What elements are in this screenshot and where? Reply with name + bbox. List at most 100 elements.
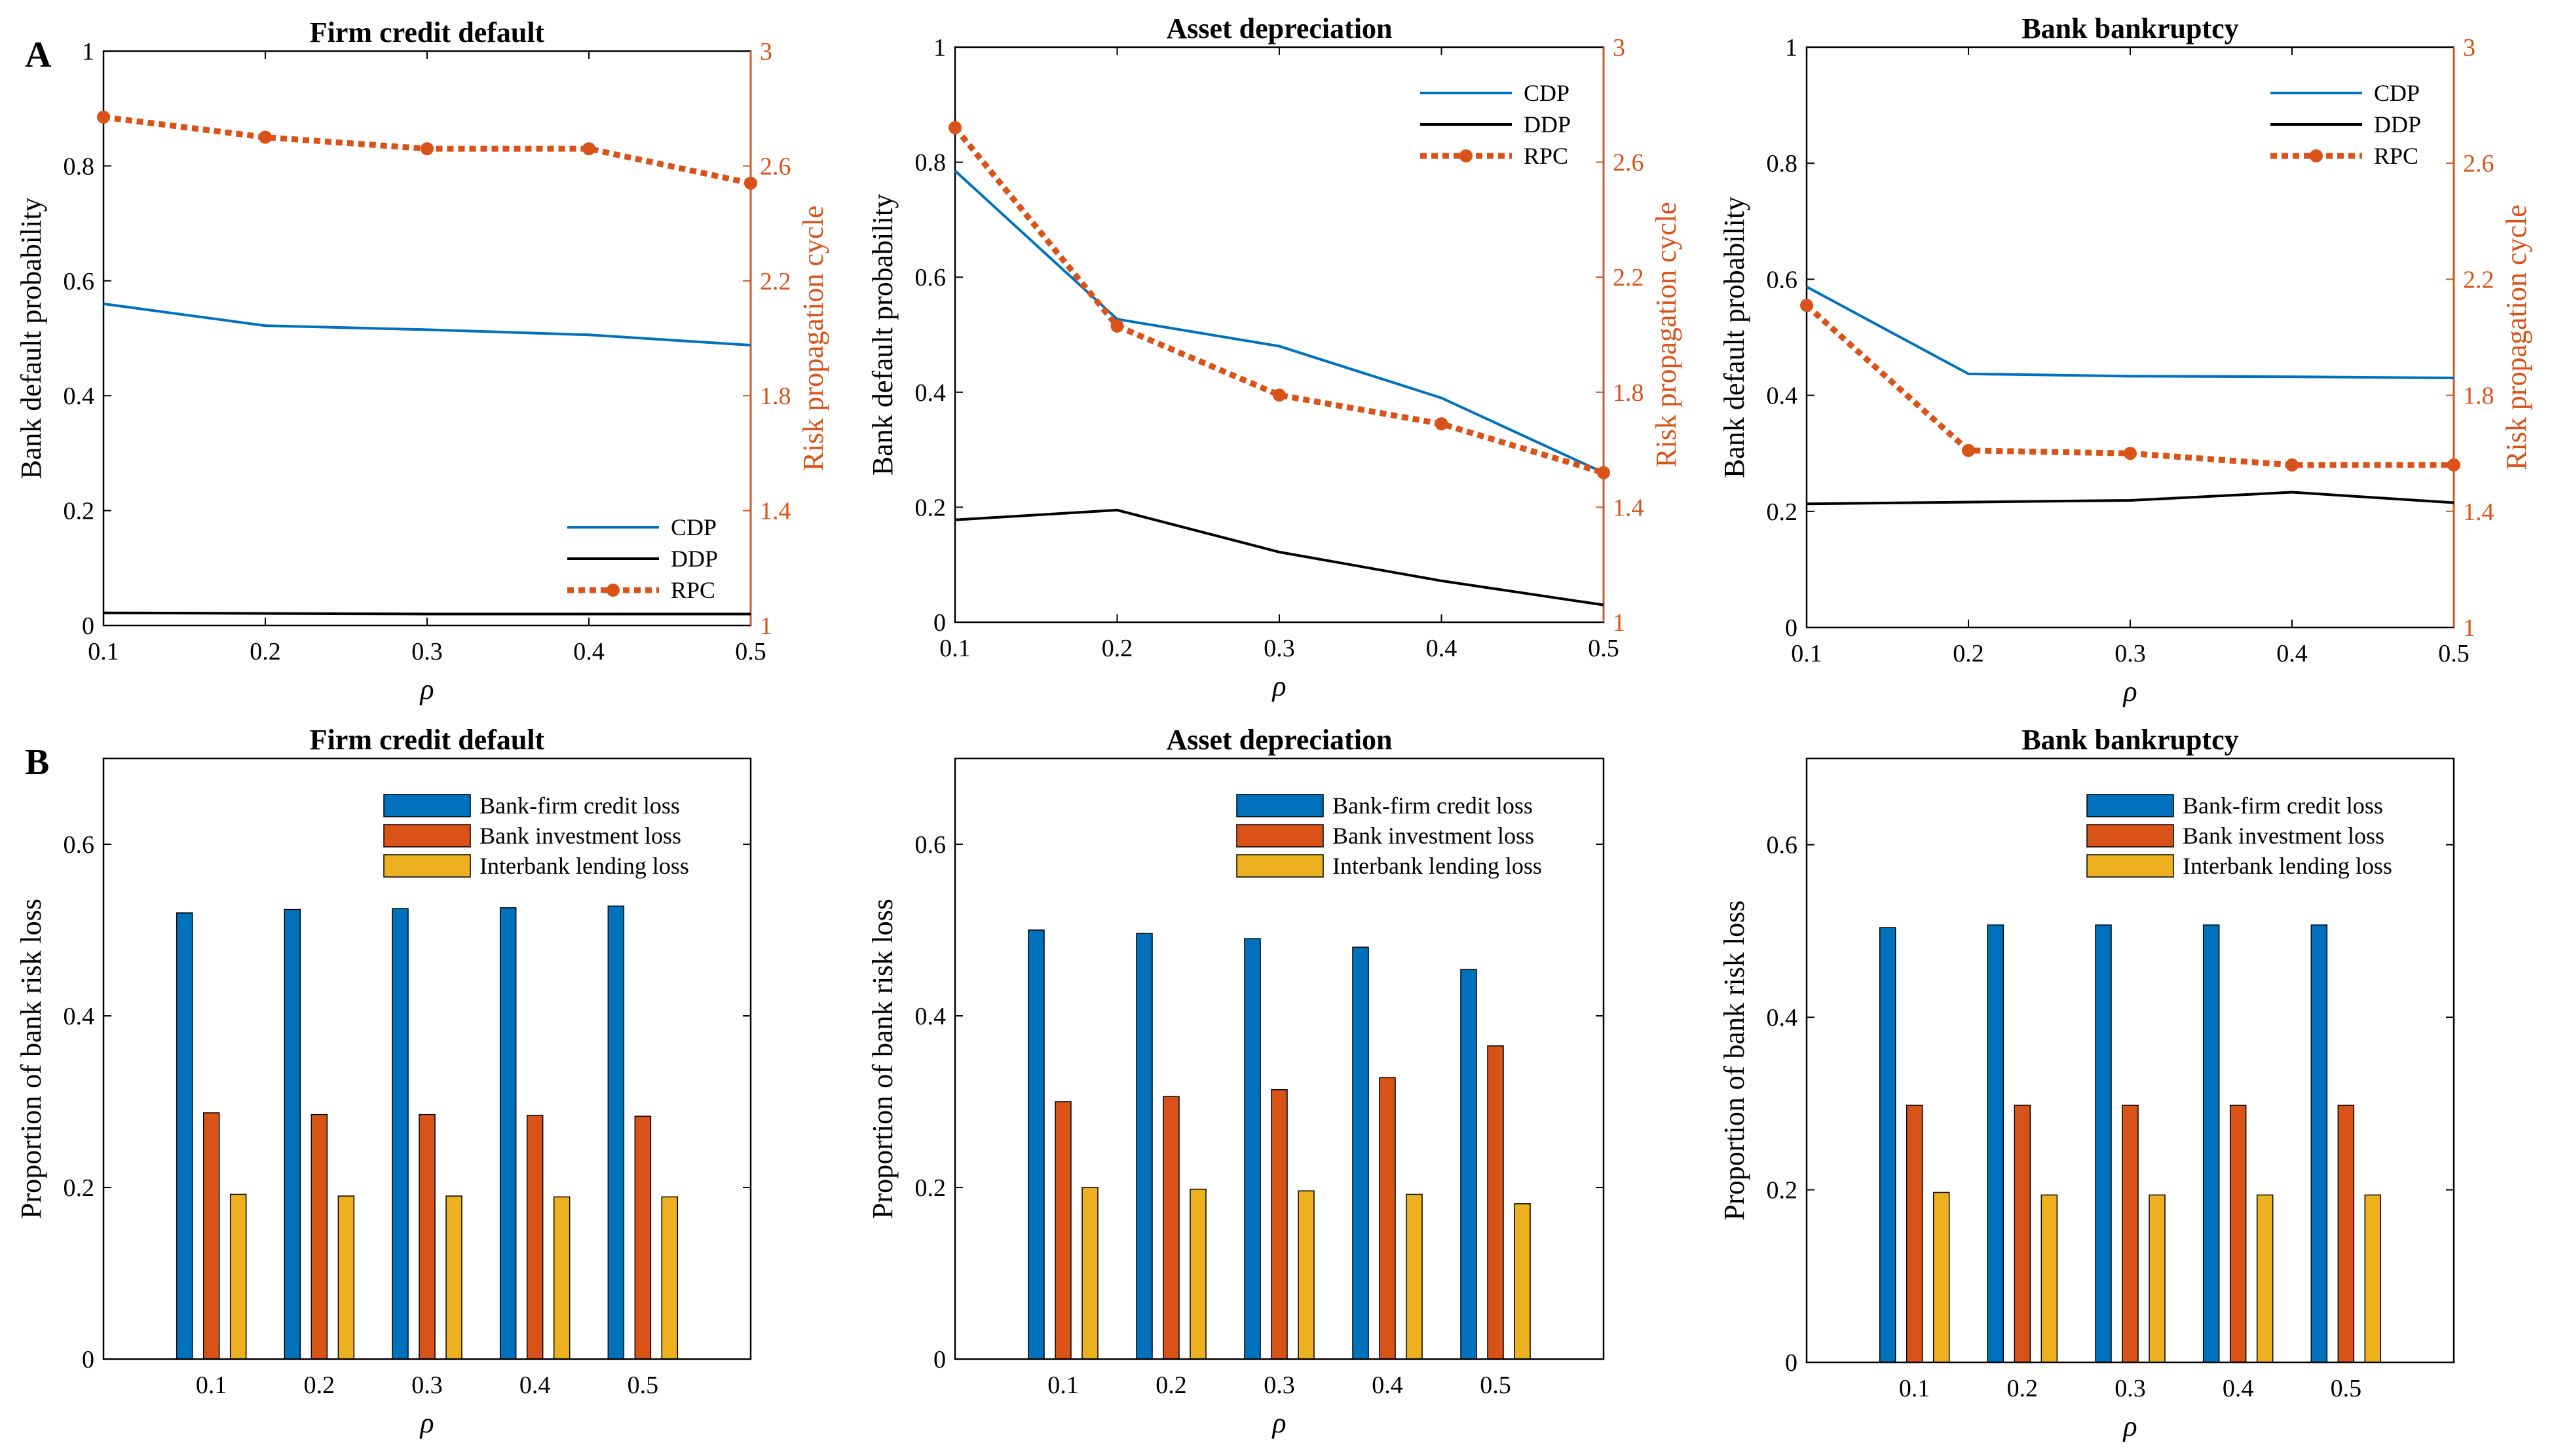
bar-chart-4-bar-bank-firm-credit-loss [607, 905, 625, 1360]
line-chart-2-ytick-label: 1 [933, 34, 946, 62]
line-chart-1-point-rpc [744, 176, 757, 190]
bar-chart-6-ytick-label: 0.4 [1767, 1004, 1798, 1032]
line-chart-2-legend-label-ddp: DDP [1524, 111, 1571, 138]
line-chart-3-y2tick-label: 1 [2463, 614, 2475, 642]
line-chart-3-point-rpc [1800, 299, 1813, 312]
bar-chart-4-bar-bank-investment-loss [310, 1113, 328, 1360]
line-chart-1-ytick-label: 0.8 [64, 153, 95, 180]
bar-chart-6-bar-bank-firm-credit-loss [2202, 924, 2220, 1363]
line-chart-2-plot-frame [954, 46, 1605, 624]
line-chart-1-legend-label-cdp: CDP [671, 514, 717, 540]
line-chart-3-ytick-label: 0.6 [1767, 266, 1798, 293]
bar-chart-4-xtick-label: 0.5 [628, 1372, 659, 1399]
bar-chart-5-legend-swatch-bank-investment-loss [1236, 824, 1324, 848]
bar-chart-5-bar-interbank-lending-loss [1190, 1188, 1207, 1360]
bar-chart-4-legend-swatch-interbank-lending-loss [383, 854, 471, 878]
line-chart-1-ytick-label: 0 [82, 612, 94, 640]
line-chart-3-y2tick-label: 3 [2463, 34, 2475, 62]
line-chart-3-y2tick-label: 1.4 [2463, 498, 2494, 526]
line-chart-2-legend-marker-rpc [1459, 149, 1473, 162]
bar-chart-5-xtick-label: 0.3 [1264, 1372, 1295, 1399]
bar-chart-4-title: Firm credit default [310, 724, 545, 756]
line-chart-1-y2tick-label: 2.2 [760, 268, 791, 295]
bar-chart-4-plot-frame [102, 757, 752, 1360]
bar-chart-4-bar-bank-investment-loss [202, 1112, 220, 1360]
line-chart-3-series-rpc [1804, 303, 2454, 468]
bar-chart-6-title: Bank bankruptcy [2021, 724, 2238, 756]
bar-chart-5-ytick-label: 0.4 [915, 1003, 947, 1030]
bar-chart-5-xtick-label: 0.2 [1156, 1372, 1187, 1399]
line-chart-3-legend-label-cdp: CDP [2374, 80, 2420, 106]
bar-chart-4-bar-interbank-lending-loss [337, 1195, 355, 1360]
line-chart-1-title: Firm credit default [310, 16, 545, 48]
bar-chart-4-bar-interbank-lending-loss [229, 1193, 247, 1360]
bar-chart-4-bar-interbank-lending-loss [661, 1196, 679, 1360]
bar-chart-4-bar-bank-firm-credit-loss [499, 907, 517, 1360]
line-chart-3-point-rpc [2447, 458, 2460, 472]
line-chart-2-ytick-label: 0.8 [915, 149, 947, 177]
line-chart-2-ytick-label: 0 [933, 609, 946, 637]
bar-chart-4-xtick-label: 0.4 [519, 1372, 551, 1399]
line-chart-3-ylabel: Bank default probability [1718, 196, 1750, 478]
line-chart-1-y2label: Risk propagation cycle [797, 206, 829, 472]
line-chart-1-xtick-label: 0.4 [573, 638, 605, 665]
line-chart-2-series-cdp [954, 170, 1604, 474]
bar-chart-6-bar-interbank-lending-loss [1932, 1191, 1950, 1363]
line-chart-3-xtick-label: 0.4 [2276, 640, 2308, 667]
line-chart-2-series-rpc [952, 126, 1605, 476]
line-chart-1-point-rpc [582, 142, 595, 156]
line-chart-1-point-rpc [421, 142, 434, 156]
bar-chart-4-bar-bank-investment-loss [526, 1115, 544, 1360]
bar-chart-6-xtick-label: 0.4 [2223, 1375, 2254, 1402]
bar-chart-5-plot-frame [954, 757, 1605, 1360]
bar-chart-5-bar-bank-investment-loss [1271, 1089, 1288, 1360]
bar-chart-4-bar-bank-firm-credit-loss [284, 908, 301, 1360]
bar-chart-5-bar-bank-firm-credit-loss [1028, 929, 1045, 1360]
line-chart-1-y2tick-label: 1.4 [760, 498, 791, 525]
bar-chart-6-ytick-label: 0 [1785, 1349, 1797, 1377]
line-chart-2-xlabel: ρ [1271, 670, 1286, 702]
bar-chart-5-legend-label-interbank-lending-loss: Interbank lending loss [1332, 853, 1542, 879]
line-chart-2-legend-label-rpc: RPC [1524, 143, 1568, 169]
bar-chart-5-title: Asset depreciation [1166, 724, 1392, 756]
bar-chart-4-bar-interbank-lending-loss [553, 1196, 571, 1360]
line-chart-2-ytick-label: 0.4 [915, 379, 947, 407]
bar-chart-6-legend-swatch-bank-investment-loss [2086, 824, 2174, 848]
line-chart-2-y2tick-label: 1.4 [1613, 494, 1644, 521]
bar-chart-4-legend-label-bank-firm-credit-loss: Bank-firm credit loss [479, 793, 680, 819]
line-chart-1-legend-label-rpc: RPC [671, 577, 715, 603]
line-chart-3-plot-frame [1805, 46, 2455, 629]
line-chart-2-point-rpc [1110, 319, 1124, 333]
line-chart-3-series-ddp [1806, 491, 2454, 506]
bar-chart-6: Bank bankruptcy 0 0.2 0.4 0.6 0.1 0.2 0.3 0.4 0.5… [1718, 724, 2455, 1442]
bar-chart-4-xtick-label: 0.3 [411, 1372, 443, 1399]
bar-chart-4-legend-label-interbank-lending-loss: Interbank lending loss [479, 853, 689, 879]
line-chart-3-point-rpc [2124, 447, 2137, 460]
bar-chart-4-ytick-label: 0.6 [64, 831, 95, 859]
line-chart-1-series-cdp [103, 302, 751, 347]
line-chart-3-y2tick-label: 1.8 [2463, 383, 2494, 410]
bar-chart-5-xlabel: ρ [1271, 1407, 1286, 1439]
line-chart-2-ytick-label: 0.2 [915, 494, 947, 521]
bar-chart-6-bar-interbank-lending-loss [2040, 1194, 2058, 1363]
bar-chart-5-legend-label-bank-firm-credit-loss: Bank-firm credit loss [1332, 793, 1533, 819]
line-chart-3-ytick-label: 0.2 [1767, 498, 1798, 526]
bar-chart-5-bar-bank-firm-credit-loss [1244, 938, 1261, 1360]
line-chart-2-y2tick-label: 2.6 [1613, 149, 1644, 177]
line-chart-2-xtick-label: 0.1 [939, 635, 971, 662]
line-chart-3-xtick-label: 0.1 [1791, 640, 1822, 667]
bar-chart-4-ytick-label: 0.2 [64, 1174, 95, 1202]
bar-chart-6-ylabel: Proportion of bank risk loss [1718, 901, 1750, 1221]
line-chart-2-y2tick-label: 1 [1613, 609, 1625, 637]
bar-chart-5-ytick-label: 0.2 [915, 1174, 947, 1202]
bar-chart-6-legend-label-bank-investment-loss: Bank investment loss [2183, 823, 2384, 849]
line-chart-3-ytick-label: 1 [1785, 34, 1797, 62]
bar-chart-5-bar-bank-investment-loss [1163, 1096, 1180, 1360]
bar-chart-5-bar-bank-firm-credit-loss [1136, 933, 1153, 1360]
bar-chart-5-xtick-label: 0.5 [1480, 1372, 1511, 1399]
bar-chart-6-bar-bank-firm-credit-loss [1987, 924, 2004, 1363]
bar-chart-6-bar-bank-investment-loss [2337, 1104, 2355, 1363]
line-chart-1-y2tick-label: 1.8 [760, 383, 791, 410]
bar-chart-6-xtick-label: 0.2 [2007, 1375, 2039, 1402]
panel-label-b: B [25, 742, 49, 783]
